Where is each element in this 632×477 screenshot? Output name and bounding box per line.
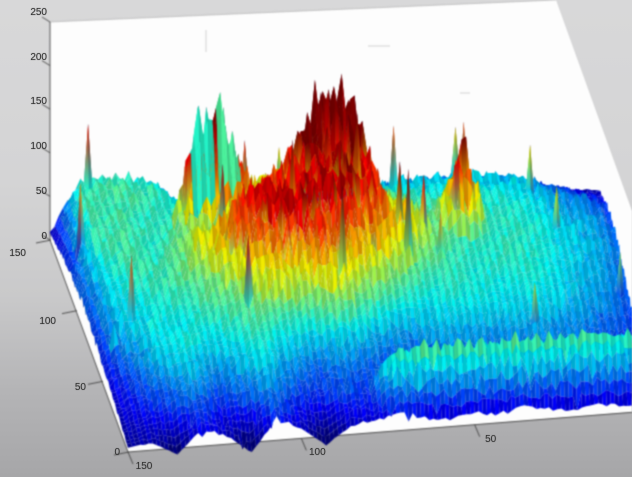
matlab-figure-video-frame: 250 200 150 100 50 0 150 100 50 0 150 100 50: [0, 0, 632, 477]
surface-plot-canvas: [0, 0, 632, 477]
